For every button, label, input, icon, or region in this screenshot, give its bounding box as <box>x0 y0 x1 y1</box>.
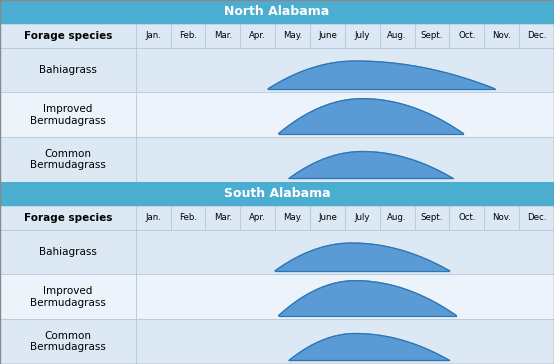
Bar <box>310 206 345 230</box>
Bar <box>414 206 449 230</box>
Text: Nov.: Nov. <box>493 31 511 40</box>
Text: June: June <box>318 213 337 222</box>
Bar <box>519 206 554 230</box>
Bar <box>136 319 554 364</box>
Text: July: July <box>355 31 370 40</box>
Polygon shape <box>279 281 456 316</box>
Text: Common
Bermudagrass: Common Bermudagrass <box>30 149 106 170</box>
Polygon shape <box>279 99 463 134</box>
Text: Nov.: Nov. <box>493 213 511 222</box>
Bar <box>206 24 240 48</box>
Bar <box>136 137 554 182</box>
Bar <box>0 137 136 182</box>
Text: Oct.: Oct. <box>458 213 476 222</box>
Text: May.: May. <box>283 213 302 222</box>
Polygon shape <box>289 151 453 178</box>
Bar <box>136 206 171 230</box>
Bar <box>136 48 554 92</box>
Text: Dec.: Dec. <box>527 213 546 222</box>
Text: Improved
Bermudagrass: Improved Bermudagrass <box>30 286 106 308</box>
Text: May.: May. <box>283 31 302 40</box>
Polygon shape <box>275 243 449 271</box>
Bar <box>0 24 136 48</box>
Text: Oct.: Oct. <box>458 31 476 40</box>
Bar <box>240 24 275 48</box>
Text: Bahiagrass: Bahiagrass <box>39 247 97 257</box>
Bar <box>171 24 206 48</box>
Bar <box>136 230 554 274</box>
Bar <box>414 24 449 48</box>
Text: North Alabama: North Alabama <box>224 5 330 19</box>
Polygon shape <box>268 61 495 89</box>
Text: Jan.: Jan. <box>145 31 161 40</box>
Polygon shape <box>289 333 449 360</box>
Text: June: June <box>318 31 337 40</box>
Text: Bahiagrass: Bahiagrass <box>39 65 97 75</box>
Bar <box>0 182 554 206</box>
Text: Improved
Bermudagrass: Improved Bermudagrass <box>30 104 106 126</box>
Bar <box>0 319 136 364</box>
Bar <box>379 24 414 48</box>
Text: Sept.: Sept. <box>421 31 443 40</box>
Bar <box>449 206 484 230</box>
Bar <box>206 206 240 230</box>
Bar <box>0 206 136 230</box>
Text: Feb.: Feb. <box>179 213 197 222</box>
Text: Aug.: Aug. <box>387 31 407 40</box>
Text: Forage species: Forage species <box>24 31 112 41</box>
Text: Apr.: Apr. <box>249 31 266 40</box>
Bar <box>484 24 519 48</box>
Bar <box>0 0 554 24</box>
Bar <box>275 206 310 230</box>
Text: Mar.: Mar. <box>214 31 232 40</box>
Bar <box>449 24 484 48</box>
Bar <box>136 92 554 137</box>
Bar <box>379 206 414 230</box>
Bar <box>0 230 136 274</box>
Bar <box>136 24 171 48</box>
Text: Sept.: Sept. <box>421 213 443 222</box>
Bar <box>0 274 136 319</box>
Text: Apr.: Apr. <box>249 213 266 222</box>
Text: Jan.: Jan. <box>145 213 161 222</box>
Text: July: July <box>355 213 370 222</box>
Text: Dec.: Dec. <box>527 31 546 40</box>
Bar <box>275 24 310 48</box>
Bar <box>484 206 519 230</box>
Bar <box>0 92 136 137</box>
Bar <box>519 24 554 48</box>
Text: Mar.: Mar. <box>214 213 232 222</box>
Bar <box>345 206 379 230</box>
Text: Aug.: Aug. <box>387 213 407 222</box>
Bar <box>345 24 379 48</box>
Text: Feb.: Feb. <box>179 31 197 40</box>
Text: South Alabama: South Alabama <box>224 187 330 201</box>
Text: Forage species: Forage species <box>24 213 112 223</box>
Bar <box>171 206 206 230</box>
Text: Common
Bermudagrass: Common Bermudagrass <box>30 331 106 352</box>
Bar <box>0 48 136 92</box>
Bar <box>310 24 345 48</box>
Bar <box>240 206 275 230</box>
Bar <box>136 274 554 319</box>
